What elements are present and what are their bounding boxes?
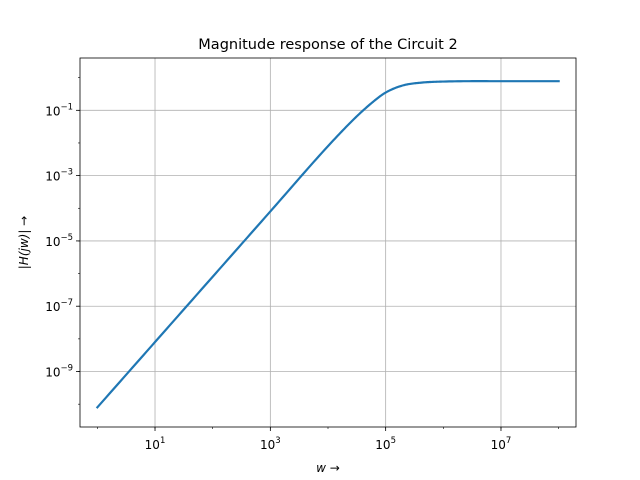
y-tick-label: 10−3 xyxy=(45,168,73,184)
x-axis-label-text: w xyxy=(316,461,326,475)
series-line xyxy=(95,80,560,409)
y-tick-base: 10 xyxy=(45,366,60,380)
x-axis-label: w → xyxy=(316,461,340,475)
y-tick-exponent: −7 xyxy=(60,298,73,308)
x-tick-exponent: 7 xyxy=(506,436,511,446)
y-tick-exponent: −9 xyxy=(60,364,73,374)
x-tick-label: 107 xyxy=(491,436,512,452)
x-tick-base: 10 xyxy=(491,438,506,452)
y-tick-label: 10−1 xyxy=(45,102,73,118)
x-tick-base: 10 xyxy=(375,438,390,452)
y-tick-label: 10−5 xyxy=(45,233,73,249)
x-tick-label: 103 xyxy=(260,436,281,452)
x-tick-exponent: 5 xyxy=(391,436,396,446)
series-layer xyxy=(95,80,560,409)
x-tick-base: 10 xyxy=(260,438,275,452)
y-axis-label: |H(jw)| → xyxy=(17,216,31,270)
y-axis-label-text: |H(jw)| xyxy=(17,230,31,270)
x-tick-label: 105 xyxy=(375,436,396,452)
x-tick-exponent: 3 xyxy=(275,436,280,446)
y-tick-label: 10−9 xyxy=(45,364,73,380)
x-tick-exponent: 1 xyxy=(160,436,165,446)
x-axis-label-arrow: → xyxy=(330,461,340,475)
y-tick-label: 10−7 xyxy=(45,298,73,314)
x-tick-base: 10 xyxy=(145,438,160,452)
y-tick-base: 10 xyxy=(45,300,60,314)
y-tick-exponent: −5 xyxy=(60,233,73,243)
y-tick-exponent: −3 xyxy=(60,168,73,178)
chart-title: Magnitude response of the Circuit 2 xyxy=(198,37,457,53)
x-tick-label: 101 xyxy=(145,436,166,452)
y-tick-base: 10 xyxy=(45,170,60,184)
y-axis-label-arrow: → xyxy=(17,216,31,226)
y-tick-base: 10 xyxy=(45,104,60,118)
y-tick-base: 10 xyxy=(45,235,60,249)
y-tick-exponent: −1 xyxy=(60,102,73,112)
grid-layer xyxy=(80,58,576,427)
